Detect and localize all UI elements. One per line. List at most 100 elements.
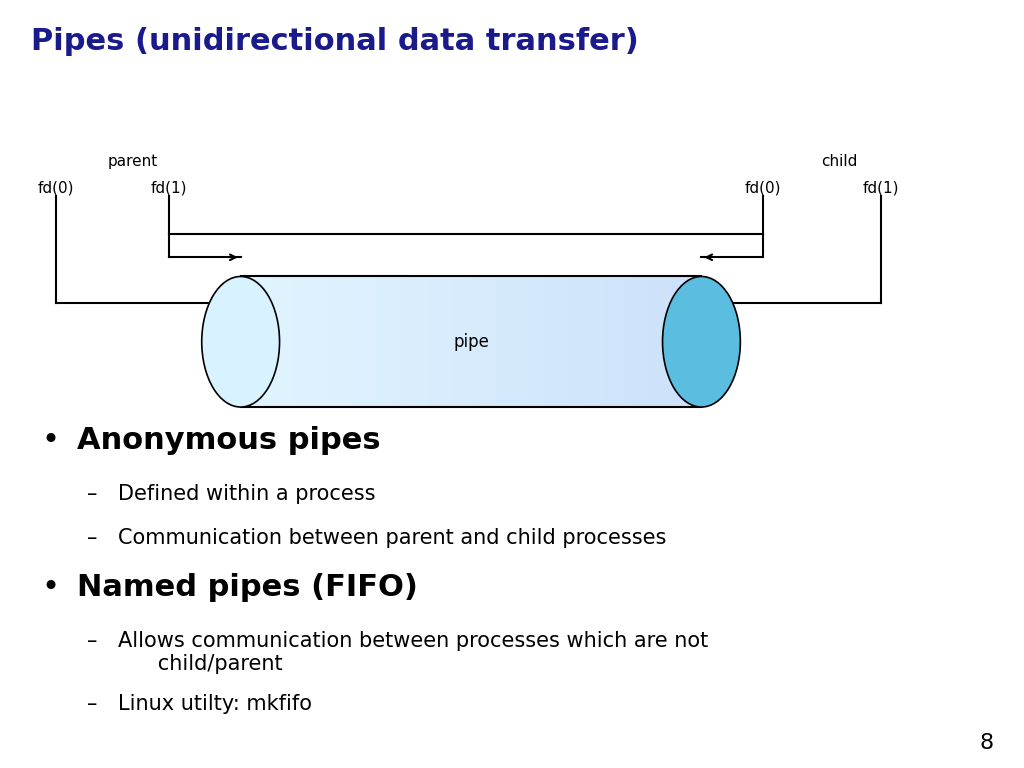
Bar xyxy=(479,276,483,407)
Bar xyxy=(548,276,553,407)
Bar xyxy=(586,276,591,407)
Bar xyxy=(594,276,599,407)
Bar xyxy=(537,276,542,407)
Bar xyxy=(651,276,656,407)
Bar xyxy=(371,276,376,407)
Bar xyxy=(590,276,595,407)
Bar xyxy=(295,276,299,407)
Bar xyxy=(398,276,403,407)
Bar xyxy=(602,276,606,407)
Ellipse shape xyxy=(202,276,280,407)
Bar xyxy=(333,276,338,407)
Text: fd(0): fd(0) xyxy=(38,180,75,196)
Bar xyxy=(317,276,323,407)
Bar xyxy=(644,276,649,407)
Bar xyxy=(245,276,250,407)
Bar xyxy=(682,276,687,407)
Bar xyxy=(567,276,572,407)
Bar xyxy=(460,276,465,407)
Bar xyxy=(256,276,261,407)
Bar xyxy=(579,276,584,407)
Bar xyxy=(636,276,641,407)
Text: fd(1): fd(1) xyxy=(151,180,187,196)
Bar xyxy=(525,276,529,407)
Bar xyxy=(306,276,311,407)
Text: –: – xyxy=(87,528,97,548)
Bar xyxy=(414,276,419,407)
Bar xyxy=(291,276,295,407)
Bar xyxy=(379,276,384,407)
Bar xyxy=(475,276,479,407)
Bar xyxy=(390,276,395,407)
Bar xyxy=(241,276,246,407)
Bar xyxy=(583,276,588,407)
Bar xyxy=(283,276,288,407)
Text: child: child xyxy=(821,154,858,169)
Text: pipe: pipe xyxy=(453,333,489,351)
Ellipse shape xyxy=(663,276,740,407)
Bar xyxy=(559,276,564,407)
Bar xyxy=(544,276,549,407)
Bar xyxy=(267,276,272,407)
Bar xyxy=(418,276,422,407)
Text: –: – xyxy=(87,631,97,650)
Bar xyxy=(449,276,453,407)
Bar xyxy=(337,276,342,407)
Bar xyxy=(368,276,373,407)
Bar xyxy=(271,276,276,407)
Bar xyxy=(302,276,307,407)
Bar xyxy=(387,276,391,407)
Bar xyxy=(432,276,437,407)
Bar xyxy=(675,276,680,407)
Bar xyxy=(463,276,468,407)
Text: –: – xyxy=(87,484,97,504)
Bar xyxy=(648,276,652,407)
Bar xyxy=(322,276,326,407)
Bar xyxy=(364,276,369,407)
Bar xyxy=(279,276,284,407)
Bar xyxy=(697,276,702,407)
Bar xyxy=(429,276,434,407)
Bar xyxy=(521,276,526,407)
Bar xyxy=(490,276,496,407)
Bar xyxy=(313,276,318,407)
Bar xyxy=(425,276,430,407)
Bar xyxy=(616,276,622,407)
Text: Pipes (unidirectional data transfer): Pipes (unidirectional data transfer) xyxy=(31,27,639,56)
Bar xyxy=(571,276,575,407)
Bar xyxy=(421,276,426,407)
Bar xyxy=(502,276,507,407)
Bar xyxy=(555,276,560,407)
Text: •: • xyxy=(41,573,59,602)
Bar xyxy=(690,276,694,407)
Bar xyxy=(482,276,487,407)
Text: –: – xyxy=(87,694,97,713)
Bar xyxy=(326,276,330,407)
Bar xyxy=(679,276,683,407)
Bar xyxy=(498,276,503,407)
Bar xyxy=(609,276,614,407)
Bar xyxy=(436,276,441,407)
Text: Anonymous pipes: Anonymous pipes xyxy=(77,426,381,455)
Bar xyxy=(383,276,388,407)
Text: parent: parent xyxy=(108,154,159,169)
Bar xyxy=(517,276,522,407)
Bar xyxy=(552,276,557,407)
Bar xyxy=(541,276,545,407)
Bar xyxy=(613,276,618,407)
Bar xyxy=(452,276,457,407)
Bar xyxy=(667,276,672,407)
Bar xyxy=(275,276,280,407)
Bar xyxy=(513,276,518,407)
Bar xyxy=(248,276,253,407)
Bar xyxy=(664,276,668,407)
Bar xyxy=(287,276,292,407)
Text: Named pipes (FIFO): Named pipes (FIFO) xyxy=(77,573,418,602)
Text: •: • xyxy=(41,426,59,455)
Bar xyxy=(510,276,514,407)
Bar xyxy=(528,276,534,407)
Bar xyxy=(264,276,268,407)
Text: 8: 8 xyxy=(979,733,993,753)
Bar xyxy=(344,276,349,407)
Bar xyxy=(621,276,626,407)
